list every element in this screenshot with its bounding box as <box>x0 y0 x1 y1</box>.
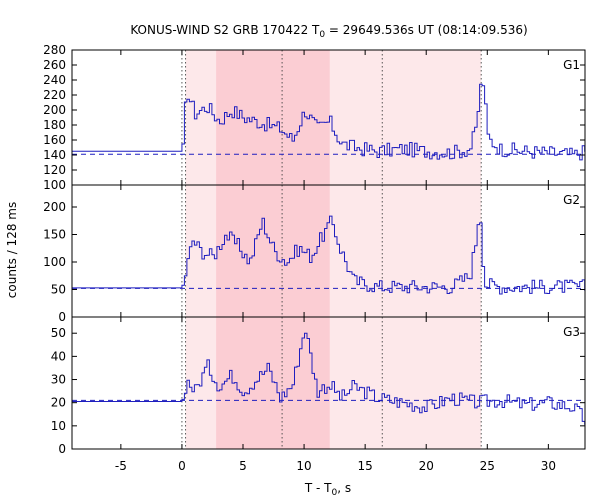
panel-g3: 0 10 20 30 40 50 G3 <box>51 316 586 456</box>
y-tick-label: 50 <box>51 326 66 340</box>
x-tick-label: 5 <box>239 459 247 473</box>
y-tick-label: 180 <box>43 118 66 132</box>
y-tick-label: 280 <box>43 43 66 57</box>
shaded-interval-1 <box>216 185 330 317</box>
x-axis: -5 0 5 10 15 20 25 30 <box>115 459 556 473</box>
y-tick-label: 260 <box>43 58 66 72</box>
light-curve-g3 <box>72 332 586 425</box>
y-tick-label: 240 <box>43 73 66 87</box>
y-tick-label: 220 <box>43 88 66 102</box>
x-tick-label: 20 <box>419 459 434 473</box>
x-tick-label: -5 <box>115 459 127 473</box>
light-curve-g2 <box>72 215 586 295</box>
light-curve-g1 <box>72 83 586 161</box>
y-axis-label: counts / 128 ms <box>5 202 19 298</box>
y-tick-label: 100 <box>43 178 66 192</box>
panel-label-g1: G1 <box>563 58 580 72</box>
y-tick-label: 200 <box>43 103 66 117</box>
chart-title: KONUS-WIND S2 GRB 170422 T0 = 29649.536s… <box>130 23 527 40</box>
panel-frame <box>71 316 586 450</box>
y-tick-label: 30 <box>51 373 66 387</box>
panel-g2: 0 50 100 150 200 G2 <box>43 184 586 324</box>
x-tick-label: 30 <box>541 459 556 473</box>
y-tick-label: 120 <box>43 163 66 177</box>
y-tick-label: 150 <box>43 228 66 242</box>
x-tick-label: 10 <box>296 459 311 473</box>
x-tick-label: 15 <box>358 459 373 473</box>
y-tick-label: 50 <box>51 283 66 297</box>
panels: 100120140160180200220240260280G105010015… <box>43 43 586 456</box>
shaded-interval-1 <box>216 50 330 185</box>
panel-label-g2: G2 <box>563 193 580 207</box>
y-tick-label: 100 <box>43 255 66 269</box>
x-tick-label: 25 <box>480 459 495 473</box>
panel-label-g3: G3 <box>563 325 580 339</box>
y-tick-label: 20 <box>51 396 66 410</box>
y-tick-label: 200 <box>43 200 66 214</box>
y-tick-label: 140 <box>43 148 66 162</box>
y-tick-label: 40 <box>51 349 66 363</box>
y-tick-label: 0 <box>58 310 66 324</box>
y-tick-label: 0 <box>58 442 66 456</box>
y-tick-label: 160 <box>43 133 66 147</box>
x-axis-label: T - T0, s <box>304 481 351 498</box>
y-tick-label: 10 <box>51 419 66 433</box>
x-tick-label: 0 <box>178 459 186 473</box>
